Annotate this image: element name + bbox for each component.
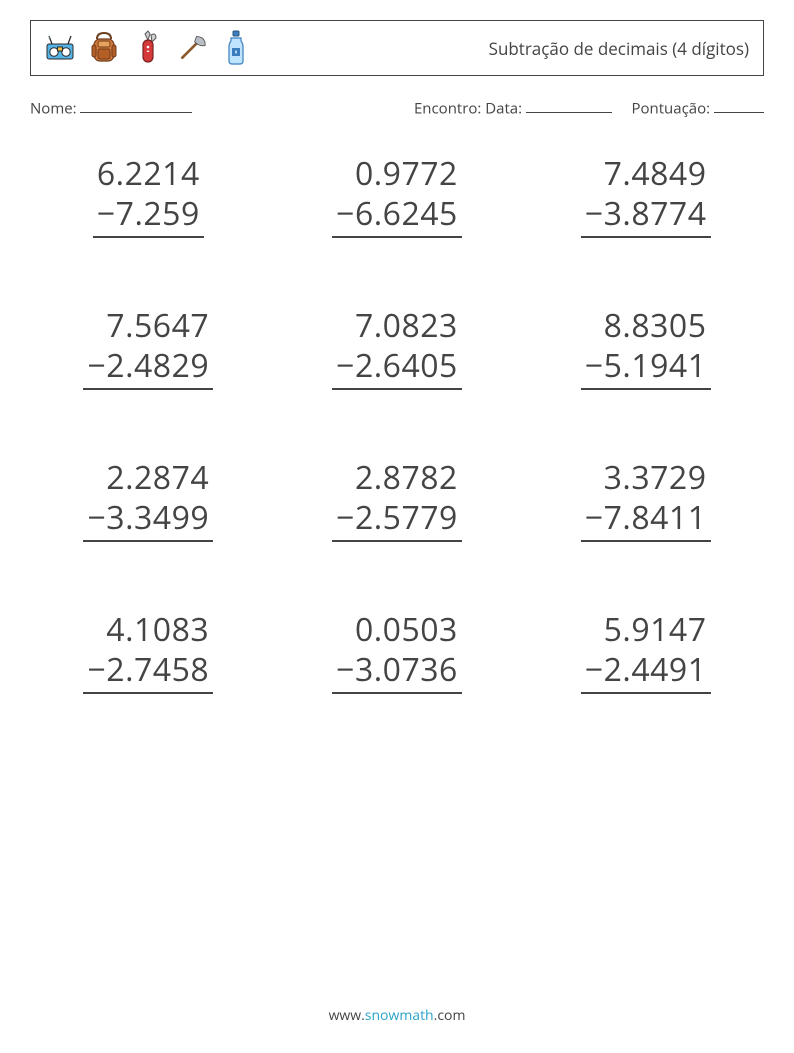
score-label: Pontuação: xyxy=(631,98,710,118)
problem: 5.9147−2.4491 xyxy=(545,610,746,694)
minuend: 7.5647 xyxy=(83,306,213,346)
boombox-icon: ♪ xyxy=(45,28,75,68)
footer-domain: snowmath xyxy=(365,1006,434,1025)
problem-block: 6.2214−7.259 xyxy=(93,154,204,238)
problem-block: 8.8305−5.1941 xyxy=(581,306,711,390)
subtrahend: −2.5779 xyxy=(332,498,462,542)
right-fields: Encontro: Data: Pontuação: xyxy=(414,98,764,118)
subtrahend: −2.4491 xyxy=(581,650,711,694)
minuend: 6.2214 xyxy=(93,154,204,194)
info-row: Nome: Encontro: Data: Pontuação: xyxy=(30,98,764,118)
problem-block: 3.3729−7.8411 xyxy=(581,458,711,542)
minuend: 5.9147 xyxy=(581,610,711,650)
problem-block: 5.9147−2.4491 xyxy=(581,610,711,694)
problem-block: 7.0823−2.6405 xyxy=(332,306,462,390)
minuend: 2.2874 xyxy=(83,458,213,498)
subtrahend: −2.6405 xyxy=(332,346,462,390)
water-bottle-icon xyxy=(221,28,251,68)
problem-block: 7.4849−3.8774 xyxy=(581,154,711,238)
minuend: 8.8305 xyxy=(581,306,711,346)
axe-icon xyxy=(177,28,207,68)
minuend: 0.0503 xyxy=(332,610,462,650)
problem: 7.4849−3.8774 xyxy=(545,154,746,238)
swiss-knife-icon xyxy=(133,28,163,68)
problem-block: 0.0503−3.0736 xyxy=(332,610,462,694)
footer-suffix: .com xyxy=(434,1006,466,1025)
subtrahend: −2.7458 xyxy=(83,650,213,694)
subtrahend: −3.3499 xyxy=(83,498,213,542)
minuend: 0.9772 xyxy=(332,154,462,194)
problem: 2.2874−3.3499 xyxy=(48,458,249,542)
problems-grid: 6.2214−7.2590.9772−6.62457.4849−3.87747.… xyxy=(30,154,764,694)
name-field: Nome: xyxy=(30,98,192,118)
subtrahend: −3.8774 xyxy=(581,194,711,238)
subtrahend: −3.0736 xyxy=(332,650,462,694)
subtrahend: −5.1941 xyxy=(581,346,711,390)
problem: 4.1083−2.7458 xyxy=(48,610,249,694)
problem: 0.9772−6.6245 xyxy=(297,154,498,238)
minuend: 4.1083 xyxy=(83,610,213,650)
name-label: Nome: xyxy=(30,98,77,118)
problem: 0.0503−3.0736 xyxy=(297,610,498,694)
subtrahend: −6.6245 xyxy=(332,194,462,238)
problem-block: 7.5647−2.4829 xyxy=(83,306,213,390)
minuend: 7.0823 xyxy=(332,306,462,346)
problem-block: 4.1083−2.7458 xyxy=(83,610,213,694)
backpack-icon xyxy=(89,28,119,68)
minuend: 3.3729 xyxy=(581,458,711,498)
subtrahend: −7.259 xyxy=(93,194,204,238)
problem-block: 2.2874−3.3499 xyxy=(83,458,213,542)
worksheet-header: ♪ xyxy=(30,20,764,76)
name-blank xyxy=(80,98,192,113)
minuend: 7.4849 xyxy=(581,154,711,194)
worksheet-title: Subtração de decimais (4 dígitos) xyxy=(489,37,749,60)
footer-prefix: www. xyxy=(329,1006,365,1025)
subtrahend: −2.4829 xyxy=(83,346,213,390)
problem: 8.8305−5.1941 xyxy=(545,306,746,390)
subtrahend: −7.8411 xyxy=(581,498,711,542)
problem: 2.8782−2.5779 xyxy=(297,458,498,542)
score-blank xyxy=(714,98,764,113)
problem: 7.0823−2.6405 xyxy=(297,306,498,390)
problem: 7.5647−2.4829 xyxy=(48,306,249,390)
problem-block: 2.8782−2.5779 xyxy=(332,458,462,542)
header-icons: ♪ xyxy=(45,28,251,68)
problem: 3.3729−7.8411 xyxy=(545,458,746,542)
footer-url: www.snowmath.com xyxy=(0,1006,794,1025)
date-blank xyxy=(526,98,612,113)
encounter-label: Encontro: Data: xyxy=(414,98,522,118)
minuend: 2.8782 xyxy=(332,458,462,498)
problem-block: 0.9772−6.6245 xyxy=(332,154,462,238)
problem: 6.2214−7.259 xyxy=(48,154,249,238)
